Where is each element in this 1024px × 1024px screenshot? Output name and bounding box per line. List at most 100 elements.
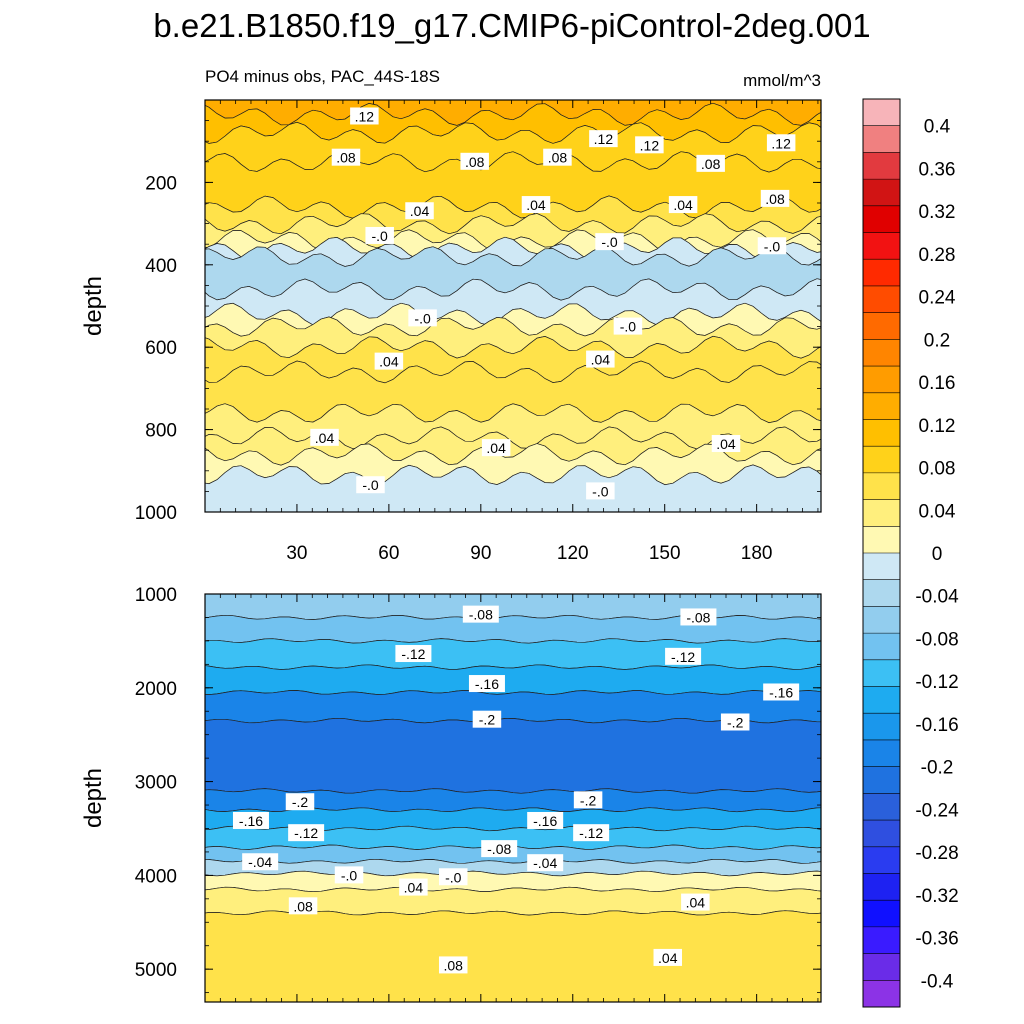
- contour-label-box: [763, 683, 800, 701]
- contour-band: [205, 594, 821, 620]
- panel-deep-ocean: -.08 -.08 -.12 -.12 -.16 -.16 -.2 -.2 -.2 -.2 -.16…: [80, 585, 822, 1003]
- x-tick-label: 150: [649, 543, 681, 564]
- contour-label-text: -.0: [341, 867, 358, 883]
- colorbar-label: -0.04: [915, 587, 959, 608]
- contour-label-box: [595, 233, 624, 251]
- contour-label: .12: [635, 136, 664, 154]
- contour-label: -.0: [757, 237, 787, 255]
- y-tick-label: 200: [145, 173, 177, 194]
- colorbar-swatch: [863, 820, 900, 848]
- contour-label: -.12: [395, 645, 432, 663]
- contour-label-text: .04: [658, 950, 678, 966]
- contour-label-box: [468, 675, 505, 693]
- contour-label-box: [310, 428, 339, 446]
- contour-label-text: -.08: [487, 841, 511, 857]
- colorbar-swatch: [863, 900, 900, 928]
- contour-label-text: .08: [293, 898, 313, 914]
- contour-band: [205, 664, 821, 695]
- contour-label: .12: [589, 130, 618, 148]
- contour-label-box: [438, 868, 468, 886]
- contour-label-text: .08: [548, 150, 568, 166]
- contour-label: -.08: [462, 605, 499, 623]
- contour-label-text: -.08: [686, 609, 710, 625]
- contour-label-text: .04: [410, 203, 430, 219]
- colorbar-swatch: [863, 633, 900, 661]
- colorbar-swatch: [863, 392, 900, 420]
- contour-label: -.0: [586, 482, 615, 500]
- top-y-axis: 200 400 600 800 1000: [135, 99, 821, 524]
- bottom-y-axis: 1000 2000 3000 4000 5000: [135, 585, 821, 994]
- contour-label: .04: [668, 196, 698, 214]
- contour-label-box: [720, 713, 750, 731]
- contour-label-box: [766, 134, 796, 152]
- contour-label: -.12: [665, 647, 702, 665]
- contour-label-text: .12: [594, 131, 614, 147]
- contour-label-text: .08: [444, 957, 464, 973]
- colorbar-swatch: [863, 419, 900, 447]
- colorbar-frame: [862, 98, 901, 1008]
- contour-label-box: [681, 893, 710, 911]
- contour-label: .12: [766, 134, 796, 152]
- contour-label-text: -.0: [601, 234, 618, 250]
- contour-label-box: [665, 647, 702, 665]
- contour-label-box: [408, 309, 437, 327]
- contour-label: .08: [760, 189, 790, 207]
- contour-label-box: [365, 226, 394, 244]
- contour-label-box: [711, 435, 741, 453]
- colorbar: 0.4 0.36 0.32 0.28 0.24 0.2 0.16 0.12 0.08 0.04 0 -…: [862, 98, 959, 1008]
- colorbar-swatch: [863, 366, 900, 394]
- contour-label-text: .08: [336, 150, 356, 166]
- contour-label-text: .04: [673, 197, 693, 213]
- contour-label: .04: [374, 352, 404, 370]
- colorbar-swatch: [863, 312, 900, 340]
- contour-label-text: .08: [465, 154, 485, 170]
- panel-subtitle: PO4 minus obs, PAC_44S-18S: [205, 67, 440, 86]
- colorbar-swatch: [863, 152, 900, 180]
- colorbar-label: 0.16: [919, 373, 956, 394]
- contour-label-box: [288, 824, 325, 842]
- contour-label-text: -.0: [445, 869, 462, 885]
- contour-label-box: [635, 136, 664, 154]
- contour-label-text: -.0: [372, 228, 389, 244]
- colorbar-label: 0.4: [924, 117, 951, 138]
- contour-label-box: [242, 853, 279, 871]
- contour-label-box: [527, 811, 564, 829]
- colorbar-label: -0.2: [921, 758, 954, 779]
- y-tick-label: 3000: [135, 773, 177, 794]
- colorbar-swatch: [863, 232, 900, 260]
- contour-label-text: .12: [355, 108, 375, 124]
- contour-label: -.2: [573, 791, 603, 809]
- contour-label: -.2: [472, 710, 502, 728]
- colorbar-swatch: [863, 686, 900, 714]
- panel-upper-ocean: .12 .08 .08 .08 .12 .12 .08 .12 .08 .04 .04 .04 -.0 -…: [80, 67, 822, 564]
- contour-label: .04: [653, 948, 683, 966]
- contour-label-text: .12: [640, 137, 660, 153]
- contour-label-text: -.0: [764, 238, 781, 254]
- contour-label: .04: [310, 428, 339, 446]
- contour-label-box: [399, 878, 428, 896]
- bottom-y-axis-label: depth: [80, 768, 107, 828]
- contour-label-box: [331, 148, 361, 166]
- colorbar-label: -0.24: [915, 800, 959, 821]
- contour-label-box: [586, 350, 615, 368]
- contour-label-text: -.16: [769, 684, 793, 700]
- contour-label-box: [395, 645, 432, 663]
- contour-label: -.2: [285, 793, 315, 811]
- colorbar-swatch: [863, 713, 900, 741]
- colorbar-swatch: [863, 259, 900, 287]
- contour-label: -.12: [288, 824, 325, 842]
- contour-label-text: -.08: [469, 607, 493, 623]
- contour-label-text: -.12: [401, 646, 425, 662]
- colorbar-swatch: [863, 499, 900, 527]
- colorbar-swatch: [863, 446, 900, 474]
- contour-label: .08: [331, 148, 361, 166]
- contour-label: -.0: [438, 868, 468, 886]
- colorbar-swatch: [863, 953, 900, 981]
- colorbar-label: -0.36: [915, 929, 958, 950]
- colorbar-swatch: [863, 472, 900, 500]
- colorbar-swatch: [863, 980, 900, 1008]
- contour-label-box: [374, 352, 404, 370]
- colorbar-swatch: [863, 659, 900, 687]
- x-tick-label: 180: [741, 543, 773, 564]
- contour-label-box: [405, 202, 434, 220]
